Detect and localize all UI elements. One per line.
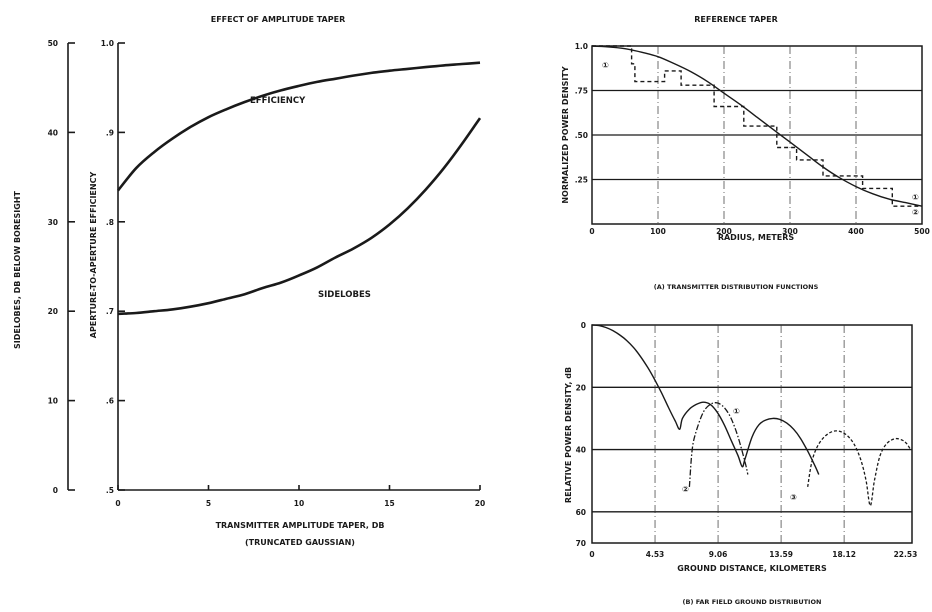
far-field-y-tick-label: 40 <box>576 446 586 455</box>
taper-marker-1: ① <box>602 61 609 70</box>
reference-taper-x-label: RADIUS, METERS <box>718 233 795 242</box>
sidelobes-line <box>117 117 482 316</box>
reference-taper-y-tick-label: .75 <box>575 87 588 96</box>
left-chart-title: EFFECT OF AMPLITUDE TAPER <box>211 15 345 24</box>
left-primary-y-label: APERTURE-TO-APERTURE EFFICIENCY <box>89 172 98 339</box>
far-field-marker-2: ② <box>682 485 689 494</box>
reference-taper-y-tick-label: .25 <box>575 176 588 185</box>
far-field-curve-3 <box>807 430 912 507</box>
reference-taper-x-tick-label: 0 <box>589 227 594 236</box>
reference-taper-x-tick-label: 100 <box>650 227 666 236</box>
far-field-x-label: GROUND DISTANCE, KILOMETERS <box>677 564 827 573</box>
left-x-tick-label: 20 <box>475 499 485 508</box>
far-field-y-tick-label: 20 <box>576 383 586 392</box>
reference-taper-x-tick-label: 400 <box>848 227 864 236</box>
far-field-y-tick-label: 60 <box>576 508 586 517</box>
sidelobes-label: SIDELOBES <box>318 290 371 300</box>
reference-taper-y-label: NORMALIZED POWER DENSITY <box>561 66 570 203</box>
left-y2-tick-label: 10 <box>48 397 58 406</box>
left-y2-tick-label: 40 <box>48 128 58 137</box>
far-field-y-label: RELATIVE POWER DENSITY, dB <box>564 367 573 503</box>
reference-taper-y-tick-label: 1.0 <box>575 42 588 51</box>
taper-marker-2: ② <box>912 208 919 217</box>
left-y2-tick-label: 20 <box>48 307 58 316</box>
left-y2-tick-label: 30 <box>48 218 58 227</box>
far-field-x-tick-label: 4.53 <box>646 550 665 559</box>
far-field-marker-1: ① <box>733 407 740 416</box>
left-x-tick-label: 10 <box>294 499 304 508</box>
far-field-grid <box>592 325 912 543</box>
left-x-tick-label: 15 <box>384 499 394 508</box>
far-field-x-tick-label: 0 <box>589 550 594 559</box>
left-y-tick-label: .9 <box>106 128 114 137</box>
left-x-tick-label: 0 <box>115 499 120 508</box>
far-field-curve-1 <box>591 324 820 475</box>
taper-marker-1b: ① <box>912 193 919 202</box>
left-y-tick-label: .7 <box>106 307 114 316</box>
left-x-label-sub: (TRUNCATED GAUSSIAN) <box>245 538 355 547</box>
reference-taper-ticks: 1.0 .75 .50 .25 0 100 200 300 400 500 <box>575 42 930 236</box>
far-field-y-tick-label: 70 <box>576 539 586 548</box>
reference-taper-y-tick-label: .50 <box>575 131 588 140</box>
far-field-x-tick-label: 18.12 <box>832 550 856 559</box>
far-field-x-tick-label: 9.06 <box>709 550 728 559</box>
far-field-x-tick-label: 22.53 <box>894 550 918 559</box>
far-field-curve-2 <box>688 402 749 487</box>
left-x-label: TRANSMITTER AMPLITUDE TAPER, DB <box>216 521 385 530</box>
left-chart: EFFECT OF AMPLITUDE TAPER 1.0 .9 .8 .7 .6 .5 5… <box>13 15 485 547</box>
efficiency-line <box>116 61 481 192</box>
far-field-frame <box>591 324 913 544</box>
left-y-tick-label: .8 <box>106 218 114 227</box>
caption-a: (A) TRANSMITTER DISTRIBUTION FUNCTIONS <box>654 283 819 291</box>
reference-taper-x-tick-label: 300 <box>782 227 798 236</box>
reference-taper-chart: REFERENCE TAPER 1.0 .75 .50 .25 0 100 200 300 40… <box>561 15 930 291</box>
taper-curve-1 <box>591 45 923 207</box>
reference-taper-x-tick-label: 500 <box>914 227 930 236</box>
reference-taper-title: REFERENCE TAPER <box>694 15 778 24</box>
far-field-y-tick-label: 0 <box>581 321 586 330</box>
left-x-tick-label: 5 <box>206 499 211 508</box>
left-ticks: 1.0 .9 .8 .7 .6 .5 50 40 30 20 10 0 0 5 10 15 20 <box>48 39 486 508</box>
left-secondary-y-label: SIDELOBES, DB BELOW BORESIGHT <box>13 191 22 349</box>
left-y2-tick-label: 50 <box>48 39 58 48</box>
left-y-tick-label: 1.0 <box>101 39 114 48</box>
far-field-x-tick-label: 13.59 <box>769 550 793 559</box>
reference-taper-x-tick-label: 200 <box>716 227 732 236</box>
left-y2-tick-label: 0 <box>53 486 58 495</box>
left-y-tick-label: .6 <box>106 397 114 406</box>
taper-curve-2-step <box>592 45 922 207</box>
far-field-marker-3: ③ <box>790 493 797 502</box>
left-y-tick-label: .5 <box>106 486 114 495</box>
efficiency-label: EFFICIENCY <box>250 96 306 106</box>
caption-b: (B) FAR FIELD GROUND DISTRIBUTION <box>683 598 822 606</box>
reference-taper-grid <box>592 46 922 224</box>
